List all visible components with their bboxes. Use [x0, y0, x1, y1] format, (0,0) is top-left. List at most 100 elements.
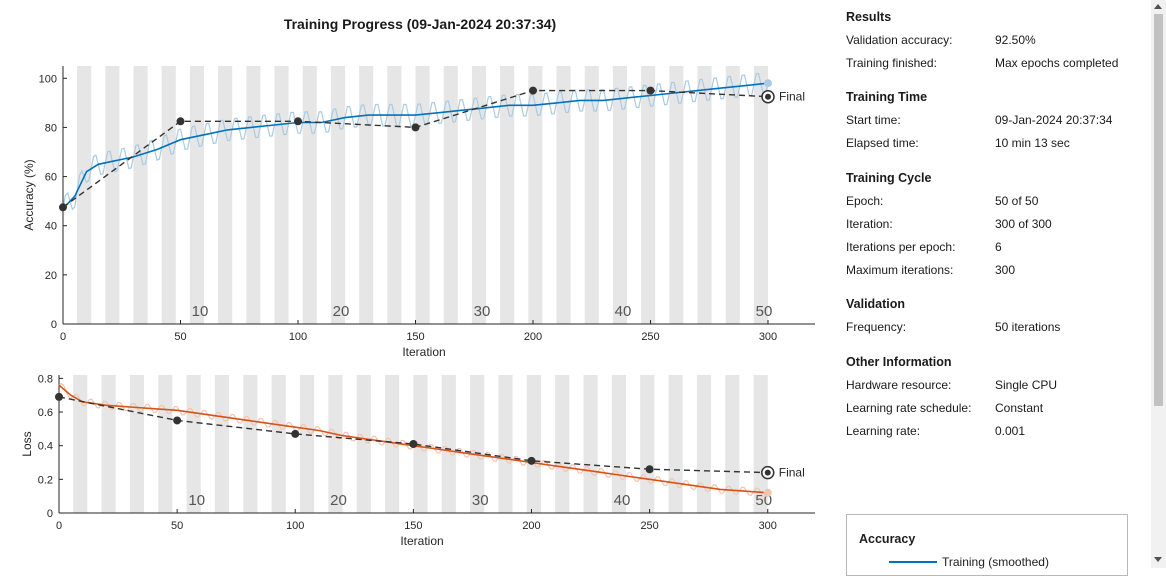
y-tick-label: 0 [47, 508, 53, 520]
epoch-band [105, 66, 120, 324]
epoch-band [641, 66, 656, 324]
info-value: 10 min 13 sec [995, 136, 1070, 150]
info-row: Training finished: Max epochs completed [846, 54, 1146, 77]
info-label: Learning rate: [846, 424, 921, 438]
y-tick-label: 40 [45, 221, 57, 233]
y-tick-label: 0 [51, 319, 57, 331]
x-tick-label: 150 [406, 331, 424, 343]
legend-label: Training (smoothed) [942, 555, 1049, 569]
info-label: Training finished: [846, 56, 937, 70]
info-value: 6 [995, 240, 1002, 254]
info-row: Maximum iterations: 300 [846, 261, 1146, 284]
other-information-heading: Other Information [846, 355, 952, 369]
y-tick-label: 0.8 [38, 373, 53, 385]
epoch-band [129, 375, 145, 513]
scroll-down-arrow-icon[interactable] [1154, 557, 1162, 562]
y-tick-label: 0.2 [38, 474, 53, 486]
epoch-band [528, 66, 543, 324]
validation-point [529, 86, 537, 95]
info-label: Learning rate schedule: [846, 401, 972, 415]
epoch-band [555, 375, 570, 513]
epoch-band [359, 66, 374, 324]
epoch-band [214, 375, 230, 513]
validation-point [55, 392, 63, 401]
x-tick-label: 250 [640, 520, 658, 532]
epoch-label: 50 [756, 303, 773, 320]
validation-heading: Validation [846, 297, 906, 311]
x-tick-label: 200 [522, 520, 540, 532]
validation-point [411, 123, 420, 132]
validation-point [291, 429, 300, 438]
info-label: Start time: [846, 113, 901, 127]
epoch-band [668, 375, 683, 513]
plot-title: Training Progress (09-Jan-2024 20:37:34) [283, 16, 557, 32]
info-label: Maximum iterations: [846, 263, 954, 277]
epoch-band [77, 66, 92, 324]
epoch-band [443, 66, 458, 324]
epoch-band [498, 375, 513, 513]
x-tick-label: 300 [759, 520, 777, 532]
other-information-section: Other Information Hardware resource: Sing… [846, 353, 1146, 445]
y-axis-label: Loss [20, 431, 34, 456]
epoch-band [441, 375, 456, 513]
info-row: Validation accuracy: 92.50% [846, 31, 1146, 54]
final-validation-dot [764, 469, 771, 476]
info-row: Frequency: 50 iterations [846, 318, 1146, 341]
final-label: Final [779, 90, 805, 104]
epoch-band [133, 66, 148, 324]
info-value: 300 [995, 263, 1016, 277]
epoch-band [330, 66, 345, 324]
x-tick-label: 100 [289, 331, 307, 343]
legend-title: Accuracy [859, 532, 916, 546]
info-panel: Results Validation accuracy: 92.50% Train… [846, 0, 1146, 568]
y-tick-label: 0.6 [38, 407, 53, 419]
training-cycle-section: Training Cycle Epoch: 50 of 50 Iteration:… [846, 169, 1146, 284]
info-value: 50 iterations [995, 320, 1061, 334]
epoch-label: 20 [330, 492, 347, 509]
epoch-band [158, 375, 173, 513]
plot-background [59, 375, 815, 513]
legend-box: Accuracy Training (smoothed) [846, 514, 1128, 576]
vertical-scrollbar[interactable] [1151, 0, 1166, 568]
info-value: Constant [995, 401, 1044, 415]
results-section: Results Validation accuracy: 92.50% Train… [846, 8, 1146, 77]
epoch-band [471, 66, 486, 324]
epoch-band [556, 66, 571, 324]
y-tick-label: 100 [39, 73, 57, 85]
x-tick-label: 100 [286, 520, 304, 532]
epoch-band [246, 66, 261, 324]
info-label: Iterations per epoch: [846, 240, 956, 254]
scrollbar-thumb[interactable] [1154, 14, 1163, 406]
x-axis-label: Iteration [400, 534, 443, 548]
info-label: Hardware resource: [846, 378, 952, 392]
validation-point [409, 440, 418, 448]
x-tick-label: 0 [56, 520, 62, 532]
validation-point [645, 465, 654, 474]
info-value: 09-Jan-2024 20:37:34 [995, 113, 1113, 127]
x-axis-label: Iteration [402, 345, 445, 359]
results-heading: Results [846, 10, 892, 24]
epoch-band [101, 375, 116, 513]
epoch-band [526, 375, 541, 513]
info-row: Hardware resource: Single CPU [846, 376, 1146, 399]
epoch-band [243, 375, 258, 513]
info-row: Learning rate: 0.001 [846, 422, 1146, 445]
epoch-band [669, 66, 684, 324]
info-label: Elapsed time: [846, 136, 919, 150]
info-value: 0.001 [995, 424, 1026, 438]
scroll-up-arrow-icon[interactable] [1154, 4, 1162, 9]
x-tick-label: 300 [759, 331, 777, 343]
info-row: Elapsed time: 10 min 13 sec [846, 134, 1146, 157]
epoch-band [500, 66, 515, 324]
accuracy-chart: 10 20 30 40 50 0 50 100 150 200 250 300 0 20 40 60 80 100… [22, 66, 815, 359]
info-value: Max epochs completed [995, 56, 1119, 70]
epoch-band [302, 66, 317, 324]
epoch-band [584, 66, 599, 324]
final-validation-dot [765, 93, 771, 100]
epoch-band [73, 375, 88, 513]
info-label: Epoch: [846, 194, 884, 208]
y-tick-label: 80 [45, 122, 57, 134]
epoch-band [640, 375, 655, 513]
epoch-band [385, 375, 400, 513]
epoch-band [415, 66, 430, 324]
